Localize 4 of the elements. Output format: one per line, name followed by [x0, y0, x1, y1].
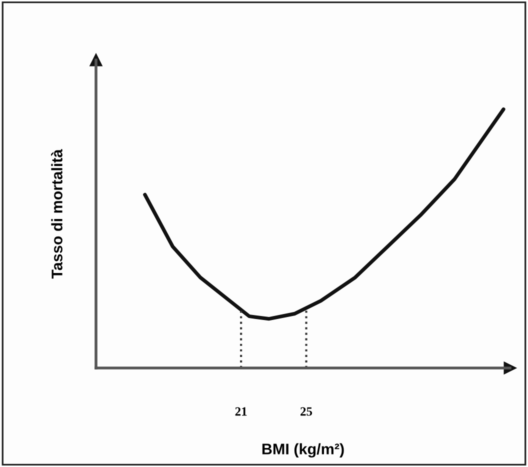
x-axis-title: BMI (kg/m²) [262, 443, 344, 458]
x-tick-label: 21 [235, 407, 247, 416]
y-axis-title: Tasso di mortalità [51, 149, 62, 279]
x-tick-label: 25 [300, 407, 312, 416]
